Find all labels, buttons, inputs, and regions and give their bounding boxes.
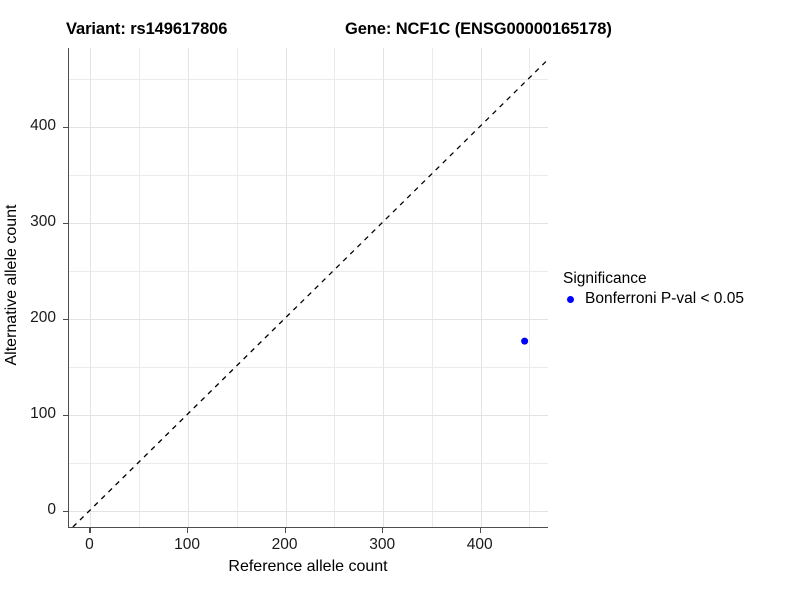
gridline-horizontal-major xyxy=(69,318,548,320)
gridline-vertical-major xyxy=(90,48,92,527)
y-tick-label: 300 xyxy=(30,212,56,230)
x-tick-label: 200 xyxy=(271,536,298,553)
x-tick-mark xyxy=(187,528,189,533)
gene-title: Gene: NCF1C (ENSG00000165178) xyxy=(345,20,612,38)
gridline-horizontal-minor xyxy=(69,174,548,176)
x-tick-label: 100 xyxy=(174,536,200,553)
y-tick-mark xyxy=(63,414,68,416)
gridline-horizontal-minor xyxy=(69,366,548,368)
legend-item[interactable]: Bonferroni P-val < 0.05 xyxy=(563,290,799,308)
legend-item-label: Bonferroni P-val < 0.05 xyxy=(585,290,744,307)
gridline-vertical-minor xyxy=(334,48,336,527)
gridline-vertical-major xyxy=(285,48,287,527)
y-tick-label: 400 xyxy=(30,116,56,134)
gridline-horizontal-minor xyxy=(69,78,548,80)
x-tick-mark xyxy=(382,528,384,533)
variant-title: Variant: rs149617806 xyxy=(66,20,228,38)
gridline-horizontal-minor xyxy=(69,270,548,272)
x-tick-mark xyxy=(89,528,91,533)
y-tick-mark xyxy=(63,126,68,128)
y-tick-mark xyxy=(63,222,68,224)
y-tick-label: 200 xyxy=(30,308,56,326)
x-tick-mark xyxy=(284,528,286,533)
gridline-horizontal-major xyxy=(69,414,548,416)
y-axis-label: Alternative allele count xyxy=(3,204,20,366)
data-point-layer xyxy=(521,337,529,345)
identity-line-line xyxy=(72,59,548,527)
annotation-layer xyxy=(72,59,548,527)
legend: Significance Bonferroni P-val < 0.05 xyxy=(563,270,799,308)
legend-marker-circle-icon xyxy=(563,291,580,308)
gridline-horizontal-major xyxy=(69,126,548,128)
legend-title: Significance xyxy=(563,270,647,287)
data-point[interactable] xyxy=(521,337,529,345)
y-tick-label: 100 xyxy=(30,404,56,422)
y-tick-mark xyxy=(63,318,68,320)
gridline-vertical-minor xyxy=(139,48,141,527)
gridline-vertical-minor xyxy=(236,48,238,527)
gridline-vertical-minor xyxy=(431,48,433,527)
x-tick-label: 0 xyxy=(85,536,94,553)
x-tick-label: 300 xyxy=(369,536,396,553)
legend-dot xyxy=(567,296,574,303)
gridline-vertical-major xyxy=(383,48,385,527)
gridline-vertical-major xyxy=(188,48,190,527)
gridline-vertical-minor xyxy=(529,48,531,527)
figure-title: Variant: rs149617806 Gene: NCF1C (ENSG00… xyxy=(0,20,800,46)
gridline-horizontal-major xyxy=(69,510,548,512)
plot-area xyxy=(69,48,548,527)
x-axis-label: Reference allele count xyxy=(228,558,388,575)
legend-items: Bonferroni P-val < 0.05 xyxy=(563,290,799,308)
plot-panel xyxy=(68,48,548,528)
x-tick-mark xyxy=(479,528,481,533)
gridline-horizontal-minor xyxy=(69,462,548,464)
gridline-vertical-major xyxy=(480,48,482,527)
gridline-horizontal-major xyxy=(69,222,548,224)
y-tick-label: 0 xyxy=(47,500,56,518)
y-tick-mark xyxy=(63,510,68,512)
x-tick-label: 400 xyxy=(466,536,493,553)
